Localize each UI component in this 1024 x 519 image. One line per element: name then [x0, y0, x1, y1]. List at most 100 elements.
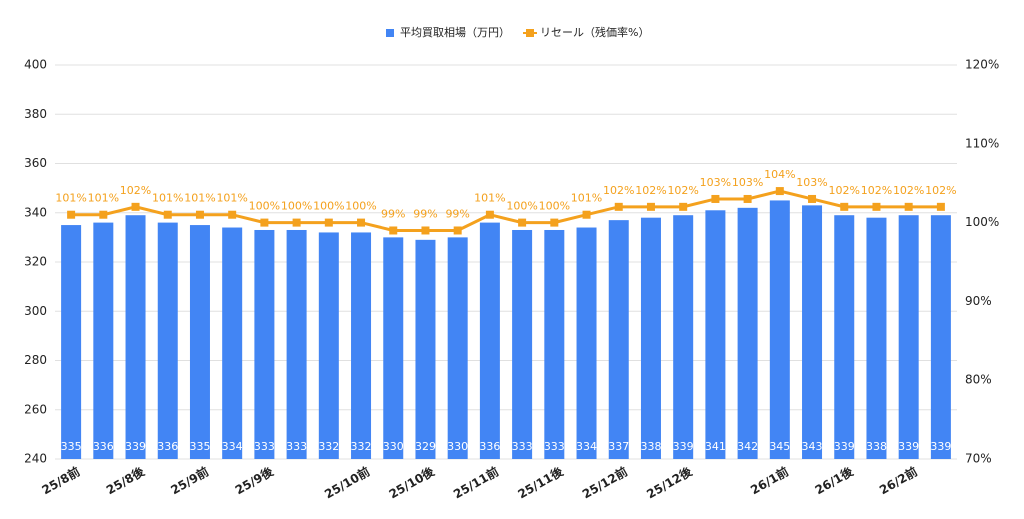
bar	[318, 232, 339, 459]
bar	[61, 225, 82, 459]
x-tick-label: 25/10後	[386, 463, 437, 501]
bar-value-label: 339	[673, 440, 694, 453]
bar	[415, 239, 436, 459]
bar-value-label: 336	[157, 440, 178, 453]
bar	[383, 237, 404, 459]
bar-value-label: 336	[93, 440, 114, 453]
line-marker	[195, 210, 204, 219]
bar-value-label: 342	[737, 440, 758, 453]
line-value-label: 99%	[413, 207, 437, 220]
bar	[930, 215, 951, 459]
y-tick-label: 260	[24, 402, 47, 416]
line-marker	[260, 218, 269, 227]
bar-value-label: 339	[898, 440, 919, 453]
line-value-label: 102%	[667, 184, 698, 197]
y2-tick-label: 120%	[965, 58, 999, 72]
y-tick-label: 320	[24, 255, 47, 269]
line-marker	[808, 194, 817, 203]
y2-tick-label: 80%	[965, 373, 992, 387]
bar	[737, 207, 758, 459]
bar-value-label: 341	[705, 440, 726, 453]
line-value-label: 104%	[764, 168, 795, 181]
line-value-label: 100%	[506, 200, 537, 213]
line-marker	[904, 202, 913, 211]
line-marker	[775, 187, 784, 196]
x-tick-label: 25/11後	[515, 463, 566, 501]
line-marker	[67, 210, 76, 219]
line-value-label: 101%	[55, 192, 86, 205]
bar-value-label: 333	[254, 440, 275, 453]
line-marker	[228, 210, 237, 219]
line-marker	[163, 210, 172, 219]
line-value-label: 101%	[152, 192, 183, 205]
bar-value-label: 332	[351, 440, 372, 453]
bar	[834, 215, 855, 459]
line-value-label: 102%	[861, 184, 892, 197]
bar-value-label: 335	[189, 440, 210, 453]
line-marker	[453, 226, 462, 235]
y2-tick-label: 90%	[965, 294, 992, 308]
line	[71, 189, 941, 232]
line-value-label: 99%	[445, 207, 469, 220]
line-value-label: 103%	[700, 176, 731, 189]
x-tick-label: 25/9後	[232, 463, 276, 497]
x-tick-label: 25/11前	[451, 464, 502, 502]
bar-value-label: 339	[930, 440, 951, 453]
bar-value-label: 333	[286, 440, 307, 453]
bar	[608, 220, 629, 459]
bar-value-label: 330	[383, 440, 404, 453]
bar-value-label: 334	[222, 440, 243, 453]
line-marker	[743, 194, 752, 203]
bar-value-label: 345	[769, 440, 790, 453]
y-tick-label: 240	[24, 452, 47, 466]
y-tick-label: 360	[24, 156, 47, 170]
x-tick-label: 26/1前	[748, 464, 791, 498]
line-value-label: 100%	[249, 200, 280, 213]
line-marker	[131, 202, 140, 211]
line-value-label: 102%	[893, 184, 924, 197]
x-tick-label: 25/8後	[103, 463, 147, 497]
x-tick-label: 25/10前	[322, 464, 373, 502]
line-value-label: 100%	[539, 200, 570, 213]
line-value-label: 100%	[281, 200, 312, 213]
bar-value-label: 332	[318, 440, 339, 453]
y-tick-label: 300	[24, 304, 47, 318]
bar	[222, 227, 243, 459]
bar-value-label: 339	[834, 440, 855, 453]
bar-value-label: 338	[866, 440, 887, 453]
bar-value-label: 335	[61, 440, 82, 453]
y2-tick-label: 100%	[965, 215, 999, 229]
line-value-label: 102%	[120, 184, 151, 197]
bar	[254, 229, 275, 459]
bar	[286, 229, 307, 459]
bar-value-label: 333	[544, 440, 565, 453]
bar	[479, 222, 500, 459]
line-value-label: 102%	[635, 184, 666, 197]
bar	[189, 225, 210, 459]
legend-label: 平均買取相場（万円）	[400, 26, 510, 39]
x-tick-label: 25/12前	[579, 464, 630, 502]
bar	[351, 232, 372, 459]
y-tick-label: 400	[24, 58, 47, 72]
line-value-label: 103%	[732, 176, 763, 189]
line-marker	[421, 226, 430, 235]
line-marker	[550, 218, 559, 227]
bar	[802, 205, 823, 459]
x-tick-label: 25/8前	[39, 464, 82, 498]
bar-value-label: 343	[802, 440, 823, 453]
bar-value-label: 337	[608, 440, 629, 453]
legend-swatch	[386, 29, 394, 37]
bar	[866, 217, 887, 459]
line-marker	[679, 202, 688, 211]
line-value-label: 101%	[88, 192, 119, 205]
bar-value-label: 339	[125, 440, 146, 453]
line-marker	[485, 210, 494, 219]
line-marker	[582, 210, 591, 219]
line-marker	[292, 218, 301, 227]
line-value-label: 99%	[381, 207, 405, 220]
y2-tick-label: 70%	[965, 452, 992, 466]
bar-value-label: 334	[576, 440, 597, 453]
line-value-label: 100%	[313, 200, 344, 213]
legend-swatch	[526, 29, 534, 37]
